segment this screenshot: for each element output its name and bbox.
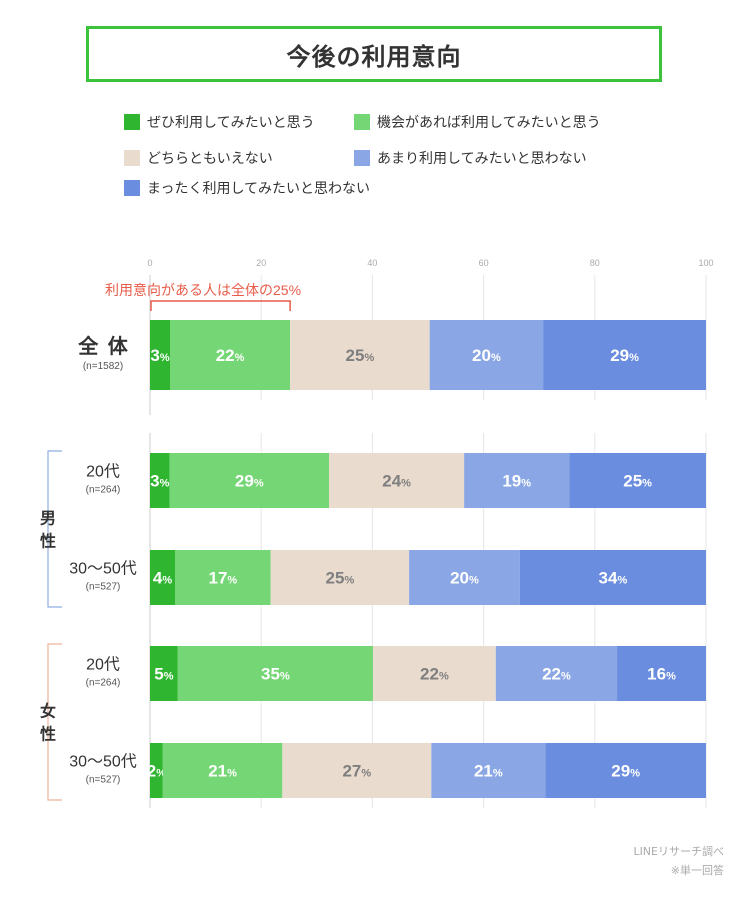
bar-segment [177,646,373,701]
legend-label: まったく利用してみたいと思わない [147,181,371,197]
bar-segment [150,646,178,701]
row-sample-size: (n=527) [86,775,121,786]
row-label: 30～50代 [69,753,137,771]
source-note: LINEリサーチ調べ ※単一回答 [633,842,724,880]
bar-segment [270,550,410,605]
bar-segment [429,320,544,390]
x-tick-label: 0 [147,258,152,268]
answer-note: ※単一回答 [670,864,724,877]
bar-segment [282,743,432,798]
bar-segment [545,743,706,798]
group-label: 男 [40,510,56,528]
bar-segment [464,453,570,508]
bar-segment [569,453,706,508]
annotation-text: 利用意向がある人は全体の25% [105,282,301,298]
x-tick-label: 40 [367,258,377,268]
bar-segment [329,453,465,508]
group-bracket [47,643,62,801]
legend-swatch [354,114,370,130]
group-label: 性 [40,725,56,744]
bar-segment [150,453,170,508]
chart-title: 今後の利用意向 [86,26,662,82]
legend-swatch [124,114,140,130]
legend-item-neutral: どちらともいえない [124,148,273,168]
legend-swatch [124,180,140,196]
legend-label: あまり利用してみたいと思わない [377,151,587,167]
row-sample-size: (n=1582) [83,361,123,372]
legend-label: どちらともいえない [147,151,273,167]
legend-swatch [354,150,370,166]
annotation-bracket [150,300,291,311]
legend-item-strongly-want: ぜひ利用してみたいと思う [124,112,315,132]
source-label: LINEリサーチ調べ [633,845,724,858]
bar-segment [519,550,706,605]
row-label: 20代 [86,463,120,481]
x-tick-label: 80 [590,258,600,268]
legend-item-not-at-all: まったく利用してみたいと思わない [124,178,370,198]
bar-segment [372,646,496,701]
bar-segment [617,646,706,701]
bar-segment [169,453,330,508]
group-bracket [47,450,62,608]
bar-segment [409,550,520,605]
bar-segment [162,743,283,798]
group-label: 性 [40,532,56,551]
legend-label: ぜひ利用してみたいと思う [147,115,315,131]
x-tick-label: 100 [698,258,713,268]
bar-segment [431,743,546,798]
bar-segment [290,320,430,390]
bar-segment [495,646,618,701]
bar-segment [175,550,271,605]
row-label: 20代 [86,656,120,674]
bar-segment [170,320,291,390]
legend-swatch [124,150,140,166]
row-label: 全 体 [77,334,130,358]
row-label: 30～50代 [69,560,137,578]
bar-segment [150,320,171,390]
bar-segment [543,320,706,390]
bar-segment [150,743,163,798]
row-sample-size: (n=527) [86,582,121,593]
legend-item-not-really: あまり利用してみたいと思わない [354,148,587,168]
legend-label: 機会があれば利用してみたいと思う [377,115,601,131]
bar-segment [150,550,176,605]
group-label: 女 [40,702,56,721]
legend: ぜひ利用してみたいと思う 機会があれば利用してみたいと思う どちらともいえない … [124,112,684,212]
row-sample-size: (n=264) [86,485,121,496]
x-tick-label: 20 [256,258,266,268]
row-sample-size: (n=264) [86,678,121,689]
legend-item-want-if-chance: 機会があれば利用してみたいと思う [354,112,601,132]
x-tick-label: 60 [479,258,489,268]
